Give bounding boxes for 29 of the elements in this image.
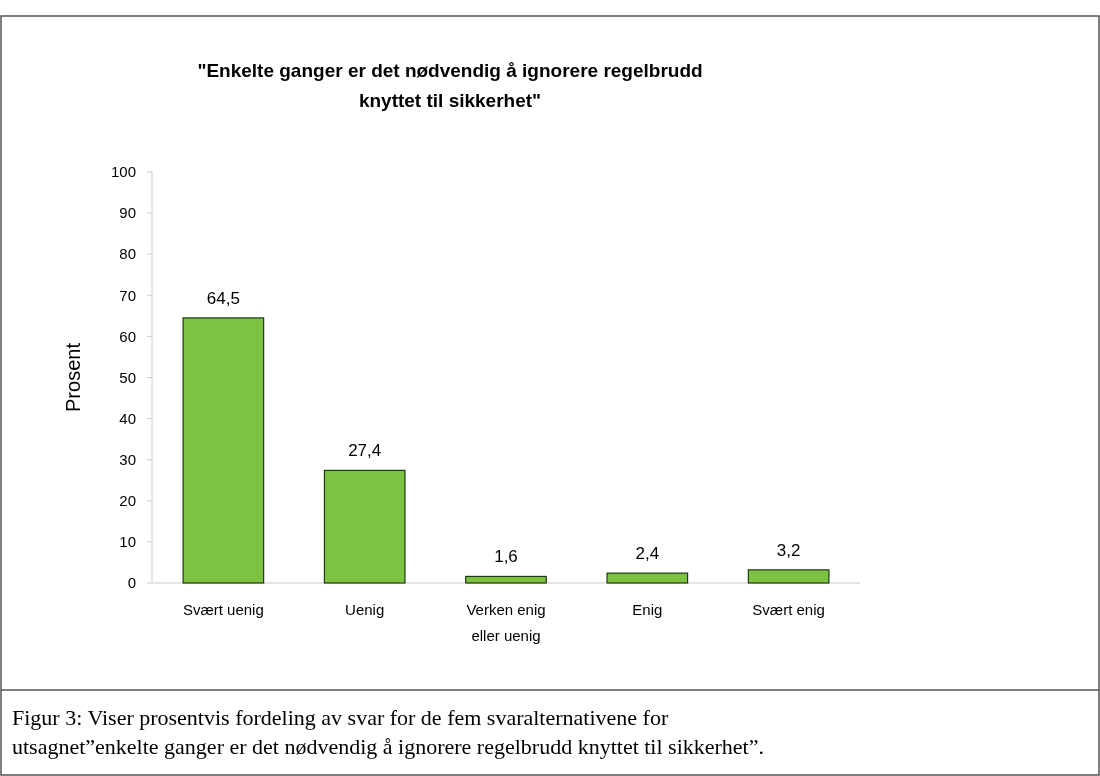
y-tick-label: 30 — [119, 450, 136, 468]
bar — [323, 469, 406, 584]
x-tick-label: Uenig — [345, 601, 385, 618]
y-tick-label: 70 — [119, 286, 136, 304]
y-tick-label: 80 — [119, 245, 136, 263]
y-axis-title: Prosent — [62, 342, 84, 412]
x-tick-label: Enig — [632, 601, 663, 618]
text: Figur 3: Viser prosentvis fordeling av svar for de fem svaralternativene for utsagnet”enkelte ganger er det nødvendig å ignorere regelbrudd knyttet til sikkerhet”. — [12, 705, 764, 759]
x-tick-label: Svært uenig — [182, 601, 264, 618]
y-tick-label: 0 — [127, 574, 136, 592]
y-tick-label: 50 — [119, 368, 136, 386]
bar — [747, 569, 830, 584]
y-tick-label: 100 — [110, 163, 136, 181]
y-tick-label: 40 — [119, 409, 136, 427]
data-label: 1,6 — [494, 547, 518, 567]
y-tick-label: 90 — [119, 204, 136, 222]
data-label: 3,2 — [776, 540, 801, 560]
data-label: 64,5 — [206, 288, 240, 308]
bar — [606, 572, 689, 584]
y-tick-label: 20 — [119, 492, 136, 510]
y-tick-label: 10 — [119, 533, 136, 551]
data-label: 2,4 — [635, 544, 660, 564]
data-label: 27,4 — [348, 441, 382, 461]
bar — [465, 575, 547, 584]
bar — [182, 317, 265, 584]
x-tick-label: Svært enig — [752, 601, 825, 618]
y-tick-label: 60 — [119, 327, 136, 345]
chart-title: "Enkelte ganger er det nødvendig å ignorere regelbrudd knyttet til sikkerhet" — [197, 60, 703, 111]
x-tick-label: Verken enig eller uenig — [466, 601, 546, 644]
